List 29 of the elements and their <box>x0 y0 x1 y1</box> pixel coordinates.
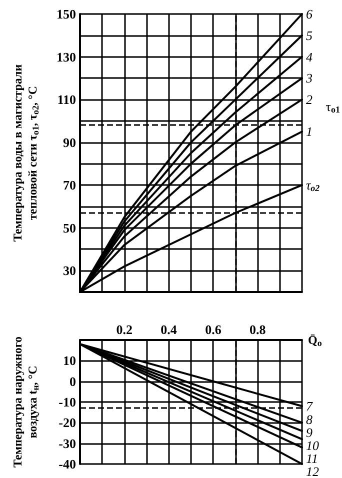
series-label: 10 <box>306 438 320 453</box>
x-tick-label: 0.4 <box>160 322 178 337</box>
series-label: 7 <box>306 398 313 414</box>
series-label: 3 <box>305 70 313 86</box>
series-label: 4 <box>306 49 313 64</box>
y-tick-label: -10 <box>58 394 76 410</box>
y-tick-label: 150 <box>56 6 76 22</box>
y-tick-label: 110 <box>57 92 76 108</box>
series-label: 11 <box>306 451 318 466</box>
x-tick-label: 0.8 <box>249 322 266 337</box>
series-label: 1 <box>306 124 312 140</box>
x-tick-label: 0.6 <box>205 322 222 337</box>
y-tick-label: 90 <box>63 134 76 150</box>
series-label: 8 <box>306 412 313 427</box>
y-tick-label: -40 <box>58 456 76 472</box>
y-tick-label: -20 <box>58 415 76 430</box>
y-tick-label: 130 <box>56 49 76 64</box>
y-tick-label: 70 <box>63 178 76 193</box>
y-tick-label: 0 <box>70 374 76 389</box>
series-label: 6 <box>306 6 313 22</box>
series-label: 2 <box>306 92 313 108</box>
y-tick-label: 10 <box>63 353 76 368</box>
y-tick-label: 50 <box>63 220 76 236</box>
x-tick-label: 0.2 <box>116 322 133 337</box>
series-label: 12 <box>306 464 320 478</box>
series-label: 9 <box>306 425 313 440</box>
y-tick-label: -30 <box>58 436 76 451</box>
series-label: 5 <box>306 28 313 43</box>
y-tick-label: 30 <box>63 263 76 278</box>
